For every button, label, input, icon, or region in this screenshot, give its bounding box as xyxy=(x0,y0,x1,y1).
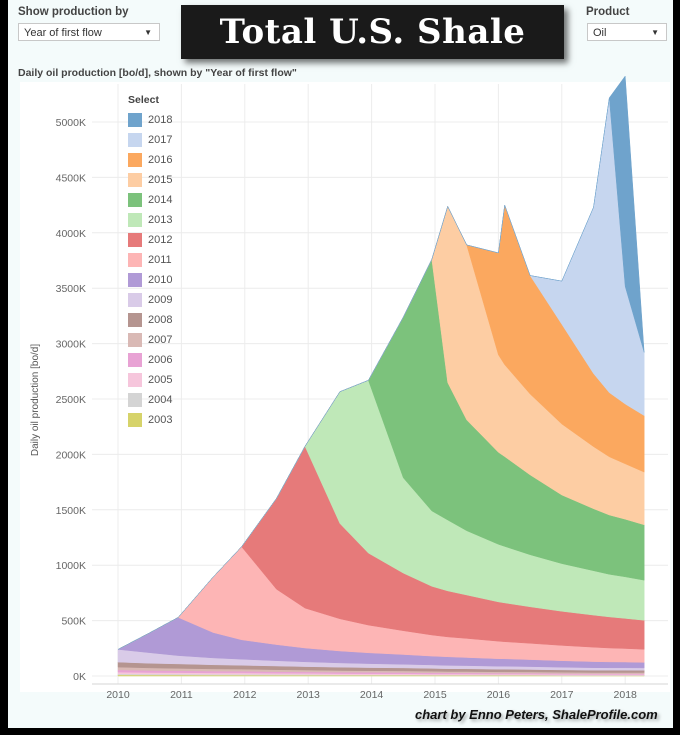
legend-swatch xyxy=(128,113,142,127)
axes: 0K 500K 1000K 1500K 2000K 2500K 3000K 3500K 4000… xyxy=(56,117,668,701)
y-tick-label: 0K xyxy=(73,671,86,683)
y-tick-label: 1500K xyxy=(56,505,86,517)
show-by-value: Year of first flow xyxy=(24,27,102,39)
legend-item-2013[interactable]: 2013 xyxy=(128,210,172,230)
chevron-down-icon: ▼ xyxy=(144,28,152,37)
legend-label: 2010 xyxy=(148,274,173,286)
product-value: Oil xyxy=(593,27,607,39)
y-tick-label: 2000K xyxy=(56,449,86,461)
credit-text: chart by Enno Peters, ShaleProfile.com xyxy=(415,707,658,722)
legend-label: 2007 xyxy=(148,334,173,346)
x-tick-label: 2011 xyxy=(170,689,193,701)
x-tick-label: 2010 xyxy=(106,689,130,701)
legend-label: 2013 xyxy=(148,214,173,226)
legend-swatch xyxy=(128,173,142,187)
legend-label: 2003 xyxy=(148,414,173,426)
legend-swatch xyxy=(128,273,142,287)
legend-item-2005[interactable]: 2005 xyxy=(128,370,172,390)
legend-swatch xyxy=(128,373,142,387)
area-2018[interactable] xyxy=(117,75,645,650)
show-by-label: Show production by xyxy=(18,6,129,18)
legend-item-2017[interactable]: 2017 xyxy=(128,130,172,150)
legend-swatch xyxy=(128,153,142,167)
legend-item-2014[interactable]: 2014 xyxy=(128,190,172,210)
legend-swatch xyxy=(128,353,142,367)
legend-swatch xyxy=(128,313,142,327)
legend-item-2009[interactable]: 2009 xyxy=(128,290,172,310)
legend-item-2004[interactable]: 2004 xyxy=(128,390,172,410)
legend-swatch xyxy=(128,413,142,427)
y-tick-label: 4000K xyxy=(56,228,86,240)
x-tick-label: 2015 xyxy=(423,689,447,701)
legend-item-2012[interactable]: 2012 xyxy=(128,230,172,250)
legend-item-2010[interactable]: 2010 xyxy=(128,270,172,290)
legend-item-2008[interactable]: 2008 xyxy=(128,310,172,330)
y-tick-label: 5000K xyxy=(56,117,86,129)
x-tick-label: 2013 xyxy=(297,689,321,701)
legend-swatch xyxy=(128,133,142,147)
x-tick-label: 2017 xyxy=(550,689,574,701)
x-tick-label: 2016 xyxy=(487,689,511,701)
legend-label: 2008 xyxy=(148,314,173,326)
x-tick-label: 2014 xyxy=(360,689,384,701)
legend-swatch xyxy=(128,193,142,207)
legend-item-2015[interactable]: 2015 xyxy=(128,170,172,190)
x-tick-label: 2018 xyxy=(614,689,638,701)
legend-swatch xyxy=(128,213,142,227)
y-tick-label: 4500K xyxy=(56,172,86,184)
legend-label: 2012 xyxy=(148,234,173,246)
legend-label: 2006 xyxy=(148,354,173,366)
x-tick-label: 2012 xyxy=(233,689,257,701)
legend-item-2007[interactable]: 2007 xyxy=(128,330,172,350)
legend-swatch xyxy=(128,253,142,267)
legend: Select 2018 2017 2016 2015 2014 2013 2012 2011 2… xyxy=(128,94,172,430)
y-tick-label: 500K xyxy=(61,616,86,628)
y-tick-label: 1000K xyxy=(56,560,86,572)
legend-swatch xyxy=(128,393,142,407)
legend-item-2011[interactable]: 2011 xyxy=(128,250,172,270)
y-axis-label: Daily oil production [bo/d] xyxy=(30,344,41,457)
product-dropdown[interactable]: Oil ▼ xyxy=(587,23,667,41)
area-layers xyxy=(117,75,645,677)
legend-title: Select xyxy=(128,94,159,106)
legend-swatch xyxy=(128,333,142,347)
legend-item-2006[interactable]: 2006 xyxy=(128,350,172,370)
legend-label: 2009 xyxy=(148,294,173,306)
chevron-down-icon: ▼ xyxy=(651,28,659,37)
show-by-dropdown[interactable]: Year of first flow ▼ xyxy=(18,23,160,41)
legend-label: 2018 xyxy=(148,114,173,126)
legend-item-2003[interactable]: 2003 xyxy=(128,410,172,430)
y-tick-label: 3500K xyxy=(56,283,86,295)
legend-label: 2014 xyxy=(148,194,173,206)
legend-label: 2016 xyxy=(148,154,173,166)
legend-item-2016[interactable]: 2016 xyxy=(128,150,172,170)
product-label: Product xyxy=(586,6,630,18)
y-tick-label: 3000K xyxy=(56,339,86,351)
chart-title: Daily oil production [bo/d], shown by "Y… xyxy=(18,67,297,79)
y-tick-label: 2500K xyxy=(56,394,86,406)
legend-label: 2015 xyxy=(148,174,173,186)
legend-swatch xyxy=(128,293,142,307)
page-title: Total U.S. Shale xyxy=(181,5,564,59)
legend-label: 2011 xyxy=(148,254,172,266)
legend-swatch xyxy=(128,233,142,247)
legend-label: 2017 xyxy=(148,134,173,146)
legend-label: 2004 xyxy=(148,394,173,406)
legend-label: 2005 xyxy=(148,374,173,386)
legend-item-2018[interactable]: 2018 xyxy=(128,110,172,130)
